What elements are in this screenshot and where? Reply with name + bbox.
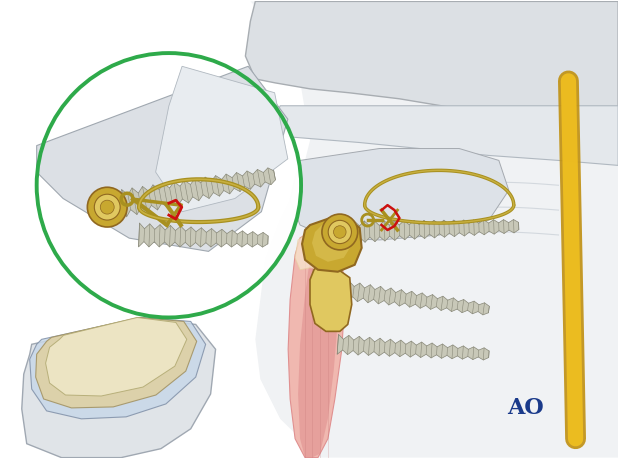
Circle shape [334,226,346,238]
Polygon shape [30,318,206,419]
Polygon shape [246,1,618,131]
Circle shape [37,53,301,318]
Text: AO: AO [507,397,544,419]
Polygon shape [122,168,275,217]
Polygon shape [37,66,288,252]
Polygon shape [288,225,345,458]
Polygon shape [312,220,352,262]
Circle shape [100,200,114,214]
Polygon shape [139,223,268,247]
Polygon shape [337,335,489,360]
Polygon shape [290,149,509,240]
Polygon shape [36,318,197,408]
Polygon shape [46,318,187,396]
Polygon shape [295,225,342,275]
Polygon shape [337,280,489,315]
Polygon shape [275,106,618,165]
Circle shape [87,187,127,227]
Polygon shape [302,218,361,272]
Polygon shape [298,235,338,458]
Circle shape [322,214,358,250]
Polygon shape [310,268,352,331]
Polygon shape [22,319,216,458]
Circle shape [94,194,120,220]
Polygon shape [250,1,618,458]
Circle shape [328,220,352,244]
Polygon shape [355,219,519,243]
Polygon shape [156,66,288,212]
